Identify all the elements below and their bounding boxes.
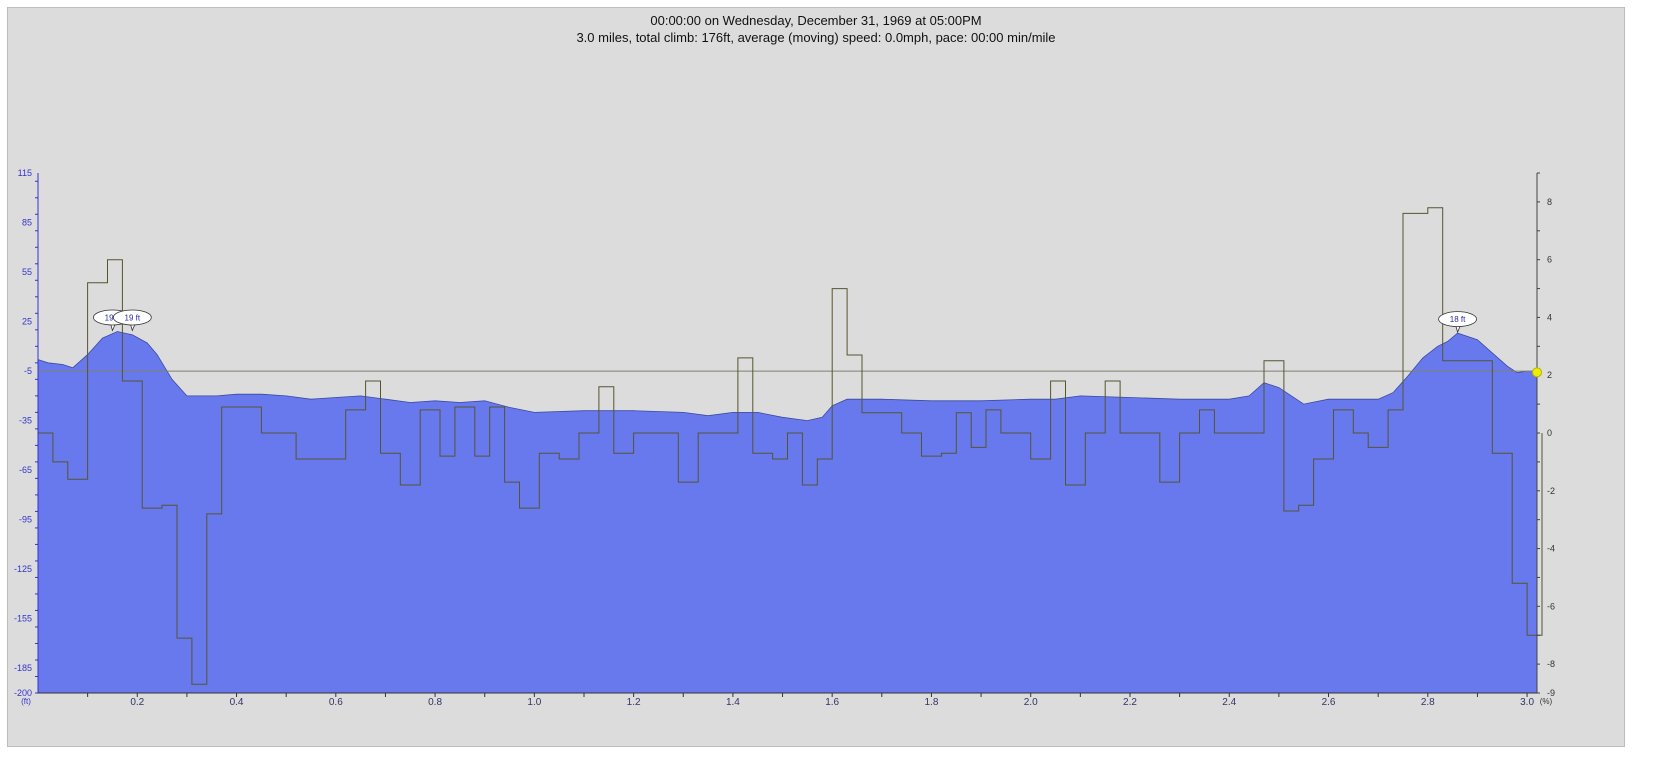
left-tick-label: -155 [14,614,32,624]
callout-label: 19 ft [105,313,121,322]
x-tick-label: 2.2 [1123,697,1137,708]
x-tick-label: 1.4 [726,697,740,708]
x-tick-label: 0.4 [230,697,244,708]
left-tick-label: -200 [14,688,32,698]
right-tick-label: 8 [1547,197,1552,207]
chart-header: 00:00:00 on Wednesday, December 31, 1969… [8,12,1624,46]
chart-title-line1: 00:00:00 on Wednesday, December 31, 1969… [650,13,982,28]
chart-frame: 00:00:00 on Wednesday, December 31, 1969… [7,7,1625,747]
right-tick-label: -6 [1547,601,1555,611]
right-axis-unit: (%) [1540,697,1553,706]
grade-line [38,207,1543,685]
x-tick-label: 1.6 [825,697,839,708]
right-tick-label: 4 [1547,312,1552,322]
left-tick-label: -95 [19,515,32,525]
x-tick-label: 2.4 [1222,697,1236,708]
x-tick-label: 0.8 [428,697,442,708]
right-tick-label: 0 [1547,428,1552,438]
left-tick-label: -65 [19,465,32,475]
right-tick-label: 6 [1547,255,1552,265]
left-tick-label: 115 [18,168,32,178]
right-tick-label: -2 [1547,486,1555,496]
left-tick-label: 25 [22,317,32,327]
chart-title-line2: 3.0 miles, total climb: 176ft, average (… [576,30,1056,45]
right-tick-label: -4 [1547,544,1555,554]
left-tick-label: -5 [24,366,32,376]
left-tick-label: 55 [22,267,32,277]
x-tick-label: 0.2 [130,697,144,708]
x-tick-label: 0.6 [329,697,343,708]
callout-label: 19 ft [125,313,141,322]
right-tick-label: -9 [1547,688,1555,698]
callout-bubble[interactable] [112,309,152,326]
x-tick-label: 2.0 [1024,697,1038,708]
right-tick-label: 2 [1547,370,1552,380]
x-tick-label: 1.0 [527,697,541,708]
left-tick-label: -185 [14,663,32,673]
right-tick-label: -8 [1547,659,1555,669]
elevation-area [37,331,1538,694]
left-axis-unit: (ft) [21,697,31,706]
x-tick-label: 2.6 [1322,697,1336,708]
x-tick-label: 1.8 [924,697,938,708]
callout-bubble[interactable] [1438,311,1477,328]
elevation-grade-chart[interactable]: 115 85 55 25 -5 -35 -65 -95 -125 -155 -185 -200(ft)… [8,8,1626,748]
callout-label: 18 ft [1450,315,1466,324]
x-tick-label: 2.8 [1421,697,1435,708]
left-tick-label: -35 [19,416,32,426]
position-marker[interactable] [1532,367,1542,378]
left-tick-label: -125 [14,564,32,574]
x-tick-label: 3.0 [1520,697,1534,708]
x-tick-label: 1.2 [627,697,641,708]
left-tick-label: 85 [22,218,32,228]
